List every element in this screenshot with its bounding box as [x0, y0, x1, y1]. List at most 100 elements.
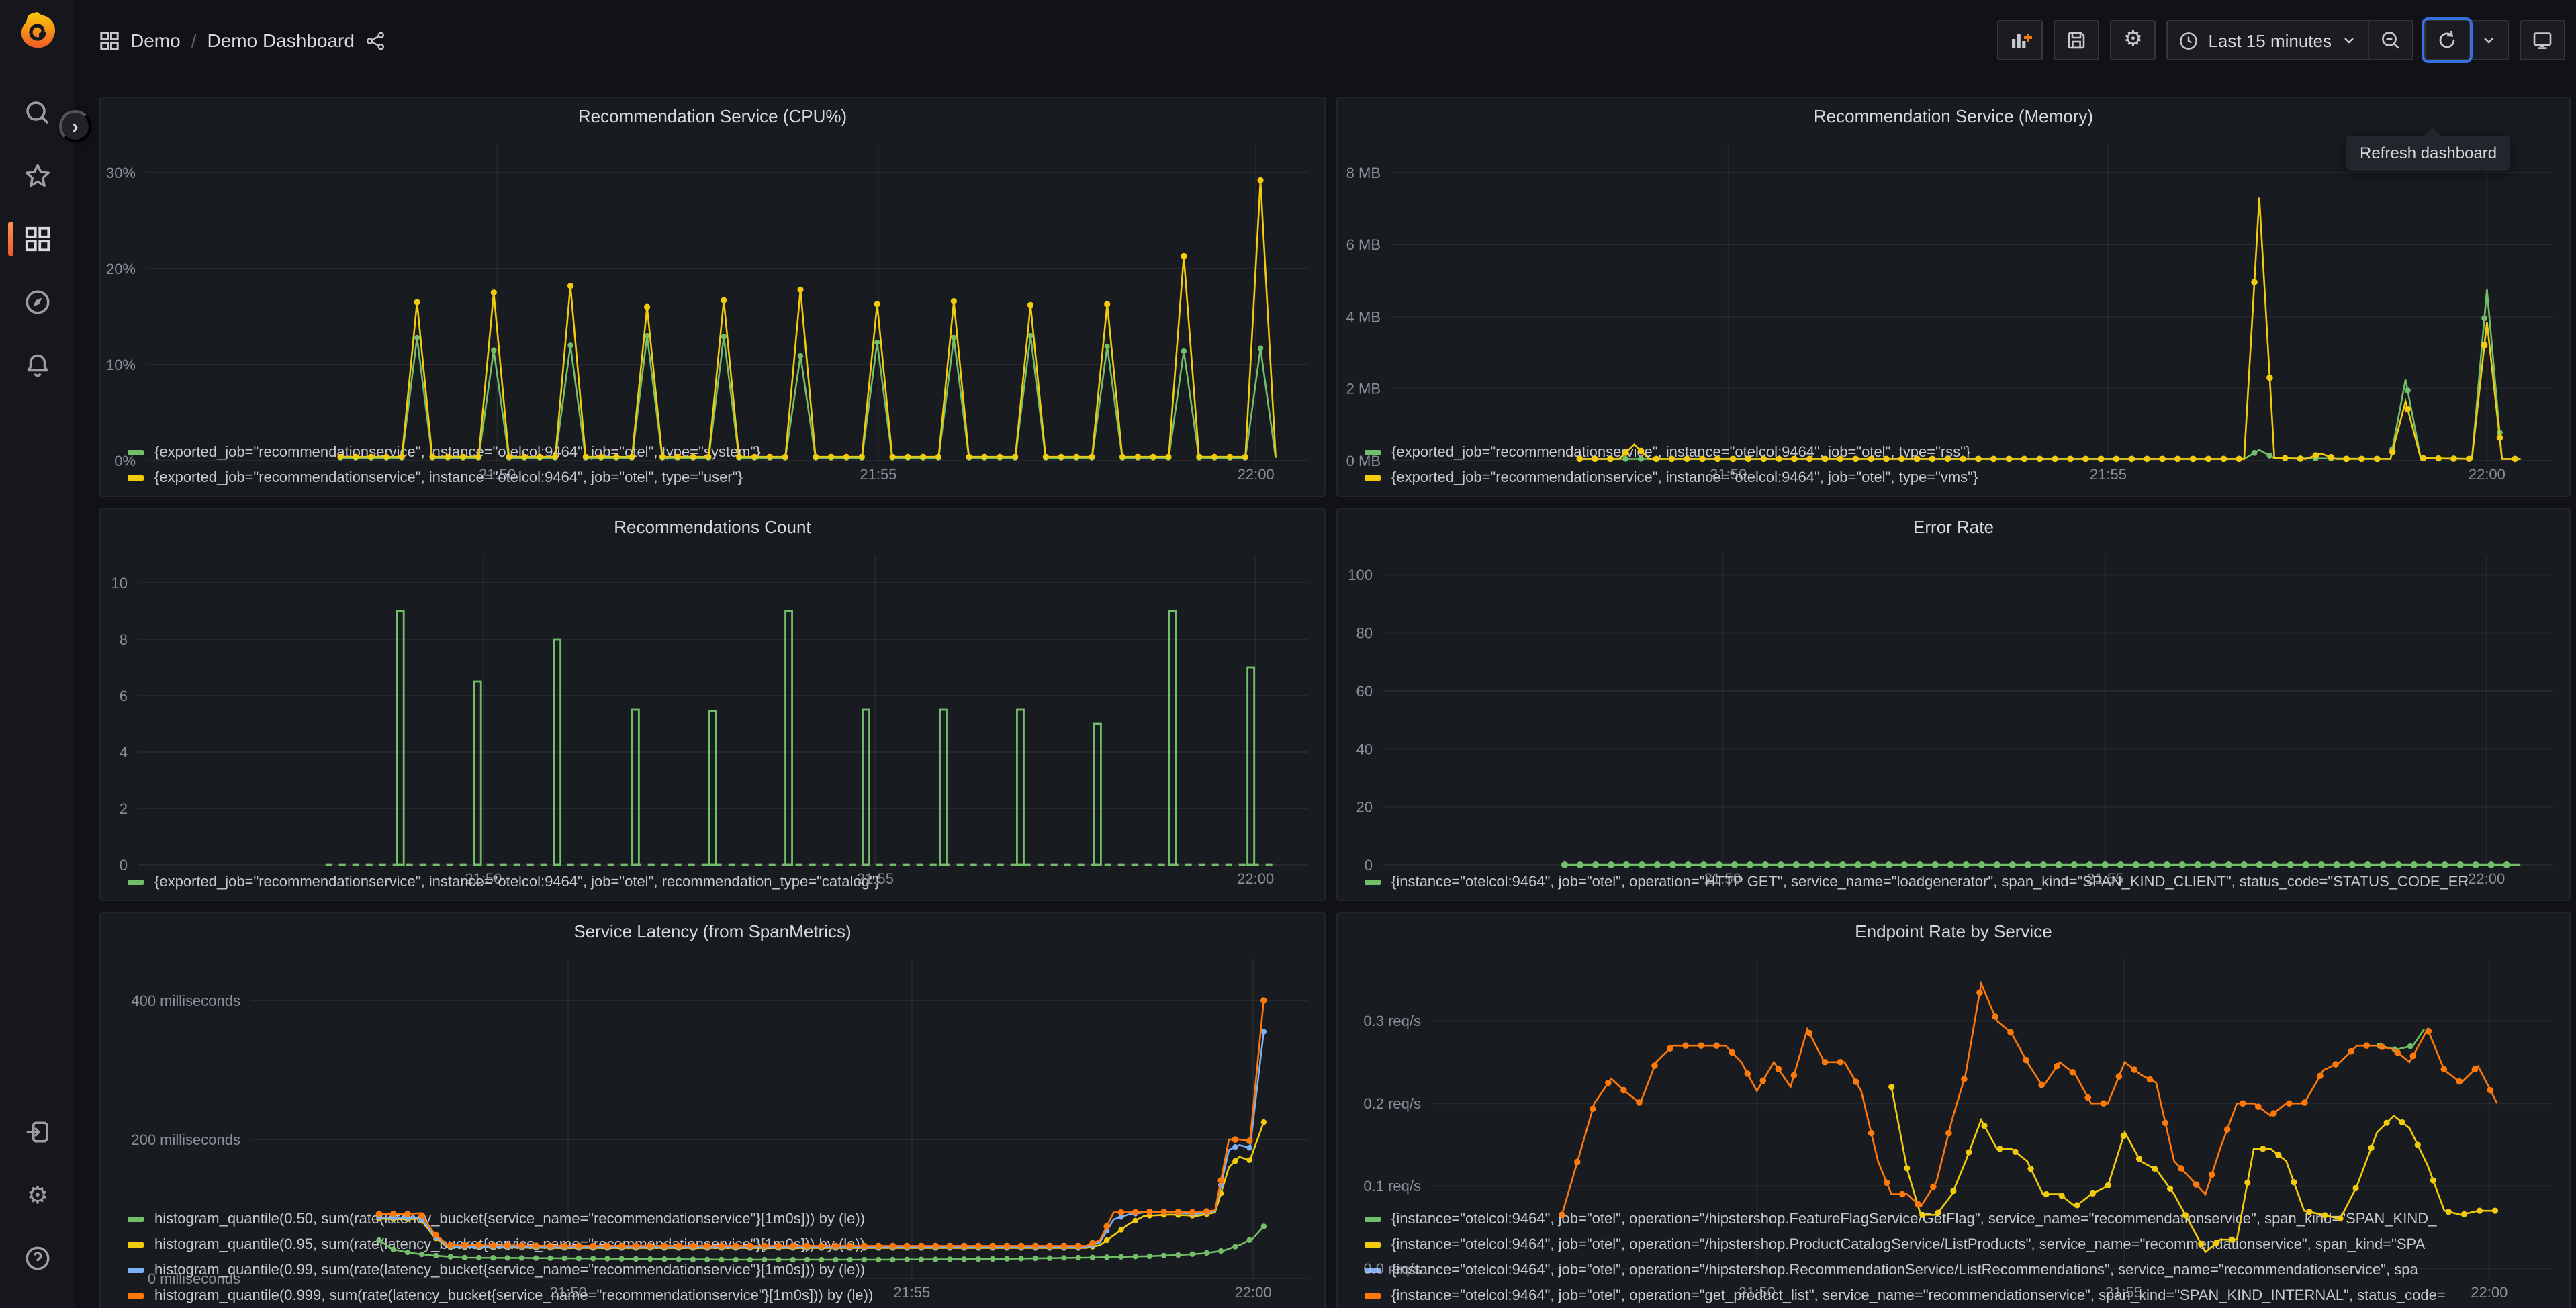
x-axis-label: 22:00	[1238, 466, 1275, 483]
y-axis-label: 30%	[106, 165, 136, 181]
panel-error-rate: Error Rate 21:50 21:55 22:00 0 20 40 60 80 100 {…	[1336, 508, 2571, 901]
sidebar-item-search[interactable]	[11, 86, 64, 140]
panel-title[interactable]: Endpoint Rate by Service	[1855, 921, 2052, 941]
breadcrumb-dashboard-title[interactable]: Demo Dashboard	[207, 30, 355, 51]
refresh-tooltip: Refresh dashboard	[2346, 128, 2511, 171]
dashboards-grid-icon	[25, 226, 50, 252]
chart-canvas[interactable]: 21:50 21:55 22:00 0 milliseconds 200 millise…	[101, 948, 1324, 1301]
legend-item[interactable]: {exported_job="recommendationservice", i…	[128, 465, 1314, 490]
chart-canvas[interactable]: 21:50 21:55 22:00 0 MB 2 MB 4 MB 6 MB 8 MB	[1338, 133, 2569, 483]
legend-swatch	[1365, 1267, 1381, 1272]
legend-label: {instance="otelcol:9464", job="otel", op…	[1391, 874, 2469, 890]
x-axis-label: 21:55	[2090, 466, 2127, 483]
legend-item[interactable]: {instance="otelcol:9464", job="otel", op…	[1365, 1282, 2559, 1308]
legend-item[interactable]: {instance="otelcol:9464", job="otel", op…	[1365, 1257, 2559, 1282]
legend-item[interactable]: {exported_job="recommendationservice", i…	[128, 869, 1314, 894]
sidebar-item-help[interactable]	[11, 1231, 64, 1285]
y-axis-label: 0 MB	[1346, 453, 1381, 469]
help-icon	[26, 1246, 50, 1270]
panel-recommendations-count: Recommendations Count 21:50 21:55 22:00 0 2 4…	[99, 508, 1326, 901]
sidebar-item-sign-in[interactable]	[11, 1105, 64, 1159]
y-axis-label: 8 MB	[1346, 165, 1381, 181]
legend-label: {instance="otelcol:9464", job="otel", op…	[1391, 1287, 2446, 1303]
x-axis-label: 21:50	[465, 870, 502, 887]
legend-swatch	[128, 1216, 144, 1221]
sidebar-expand-button[interactable]: ›	[59, 110, 91, 142]
legend-label: histogram_quantile(0.50, sum(rate(latenc…	[154, 1211, 866, 1227]
sidebar-item-settings[interactable]: ⚙	[11, 1168, 64, 1222]
y-axis-label: 10%	[106, 357, 136, 373]
legend-item[interactable]: histogram_quantile(0.50, sum(rate(latenc…	[128, 1206, 1314, 1231]
x-axis-label: 21:55	[2105, 1284, 2142, 1301]
chart-canvas[interactable]: 21:50 21:55 22:00 0 2 4 6 8 10	[101, 544, 1324, 887]
sidebar-item-dashboards[interactable]	[8, 212, 64, 266]
share-icon[interactable]	[365, 30, 385, 50]
y-axis-label: 0 milliseconds	[148, 1270, 240, 1287]
time-range-picker[interactable]: Last 15 minutes	[2168, 21, 2368, 59]
add-panel-button[interactable]	[1997, 20, 2043, 60]
save-icon	[2068, 32, 2085, 49]
legend: {exported_job="recommendationservice", i…	[101, 436, 1324, 496]
panel-title[interactable]: Recommendations Count	[614, 516, 811, 536]
panel-title[interactable]: Recommendation Service (Memory)	[1813, 105, 2094, 126]
y-axis-label: 4	[120, 744, 128, 761]
legend: {instance="otelcol:9464", job="otel", op…	[1338, 866, 2569, 900]
legend-item[interactable]: {exported_job="recommendationservice", i…	[1365, 439, 2559, 465]
grafana-logo-icon[interactable]	[13, 8, 62, 56]
y-axis-label: 6	[120, 688, 128, 704]
y-axis-label: 200 milliseconds	[131, 1131, 240, 1148]
x-axis-label: 22:00	[2471, 1284, 2508, 1301]
x-axis-label: 21:50	[1710, 466, 1747, 483]
dashboard-content: Recommendation Service (CPU%) 21:50 21:55…	[75, 81, 2576, 1308]
cycle-view-mode-button[interactable]	[2520, 20, 2565, 60]
x-axis-label: 21:55	[860, 466, 896, 483]
save-dashboard-button[interactable]	[2054, 20, 2100, 60]
y-axis-label: 400 milliseconds	[131, 992, 240, 1009]
breadcrumb-section[interactable]: Demo	[130, 30, 181, 51]
sidebar: › ⚙	[0, 0, 91, 1308]
chevron-down-icon	[2344, 38, 2354, 44]
legend-swatch	[1365, 879, 1381, 884]
y-axis-label: 4 MB	[1346, 308, 1381, 325]
legend-swatch	[128, 475, 144, 480]
legend-item[interactable]: {instance="otelcol:9464", job="otel", op…	[1365, 869, 2559, 894]
panel-title[interactable]: Recommendation Service (CPU%)	[578, 105, 847, 126]
y-axis-label: 100	[1348, 567, 1373, 583]
x-axis-label: 22:00	[2468, 870, 2505, 887]
compass-icon	[26, 290, 50, 314]
chart-canvas[interactable]: 21:50 21:55 22:00 0% 10% 20% 30%	[101, 133, 1324, 483]
y-axis-label: 2 MB	[1346, 381, 1381, 398]
apps-grid-icon[interactable]	[99, 30, 120, 50]
legend-item[interactable]: {exported_job="recommendationservice", i…	[1365, 465, 2559, 490]
zoom-out-time-button[interactable]	[2368, 21, 2412, 59]
dashboard-settings-button[interactable]: ⚙	[2110, 20, 2156, 60]
refresh-interval-dropdown[interactable]	[2469, 21, 2508, 59]
legend-label: {exported_job="recommendationservice", i…	[154, 874, 880, 890]
legend-item[interactable]: {instance="otelcol:9464", job="otel", op…	[1365, 1231, 2559, 1257]
legend-item[interactable]: histogram_quantile(0.99, sum(rate(latenc…	[128, 1257, 1314, 1282]
panel-title[interactable]: Service Latency (from SpanMetrics)	[573, 921, 852, 941]
legend-item[interactable]: {instance="otelcol:9464", job="otel", op…	[1365, 1206, 2559, 1231]
legend-label: {instance="otelcol:9464", job="otel", op…	[1391, 1211, 2437, 1227]
time-picker-group: Last 15 minutes	[2166, 20, 2413, 60]
sidebar-item-starred[interactable]	[11, 149, 64, 203]
y-axis-label: 20	[1356, 799, 1373, 816]
zoom-out-icon	[2382, 32, 2399, 49]
x-axis-label: 22:00	[1235, 1284, 1272, 1301]
legend: histogram_quantile(0.50, sum(rate(latenc…	[101, 1203, 1324, 1308]
sidebar-item-alerting[interactable]	[11, 338, 64, 392]
y-axis-label: 40	[1356, 741, 1373, 757]
chart-canvas[interactable]: 21:50 21:55 22:00 0 20 40 60 80 100	[1338, 544, 2569, 887]
legend-item[interactable]: histogram_quantile(0.999, sum(rate(laten…	[128, 1282, 1314, 1308]
refresh-dashboard-button[interactable]	[2422, 17, 2473, 63]
panel-recommendation-cpu: Recommendation Service (CPU%) 21:50 21:55…	[99, 97, 1326, 497]
legend-swatch	[1365, 449, 1381, 455]
dashboard-toolbar: ⚙ Last 15 minutes	[1997, 17, 2565, 63]
sidebar-item-explore[interactable]	[11, 275, 64, 329]
chart-canvas[interactable]: 21:50 21:55 22:00 0.0 req/s 0.1 req/s 0.2 req…	[1338, 948, 2569, 1301]
panel-service-latency: Service Latency (from SpanMetrics) 21:50…	[99, 912, 1326, 1308]
panel-title[interactable]: Error Rate	[1913, 516, 1994, 536]
y-axis-label: 0%	[114, 453, 136, 469]
y-axis-label: 0	[120, 857, 128, 874]
